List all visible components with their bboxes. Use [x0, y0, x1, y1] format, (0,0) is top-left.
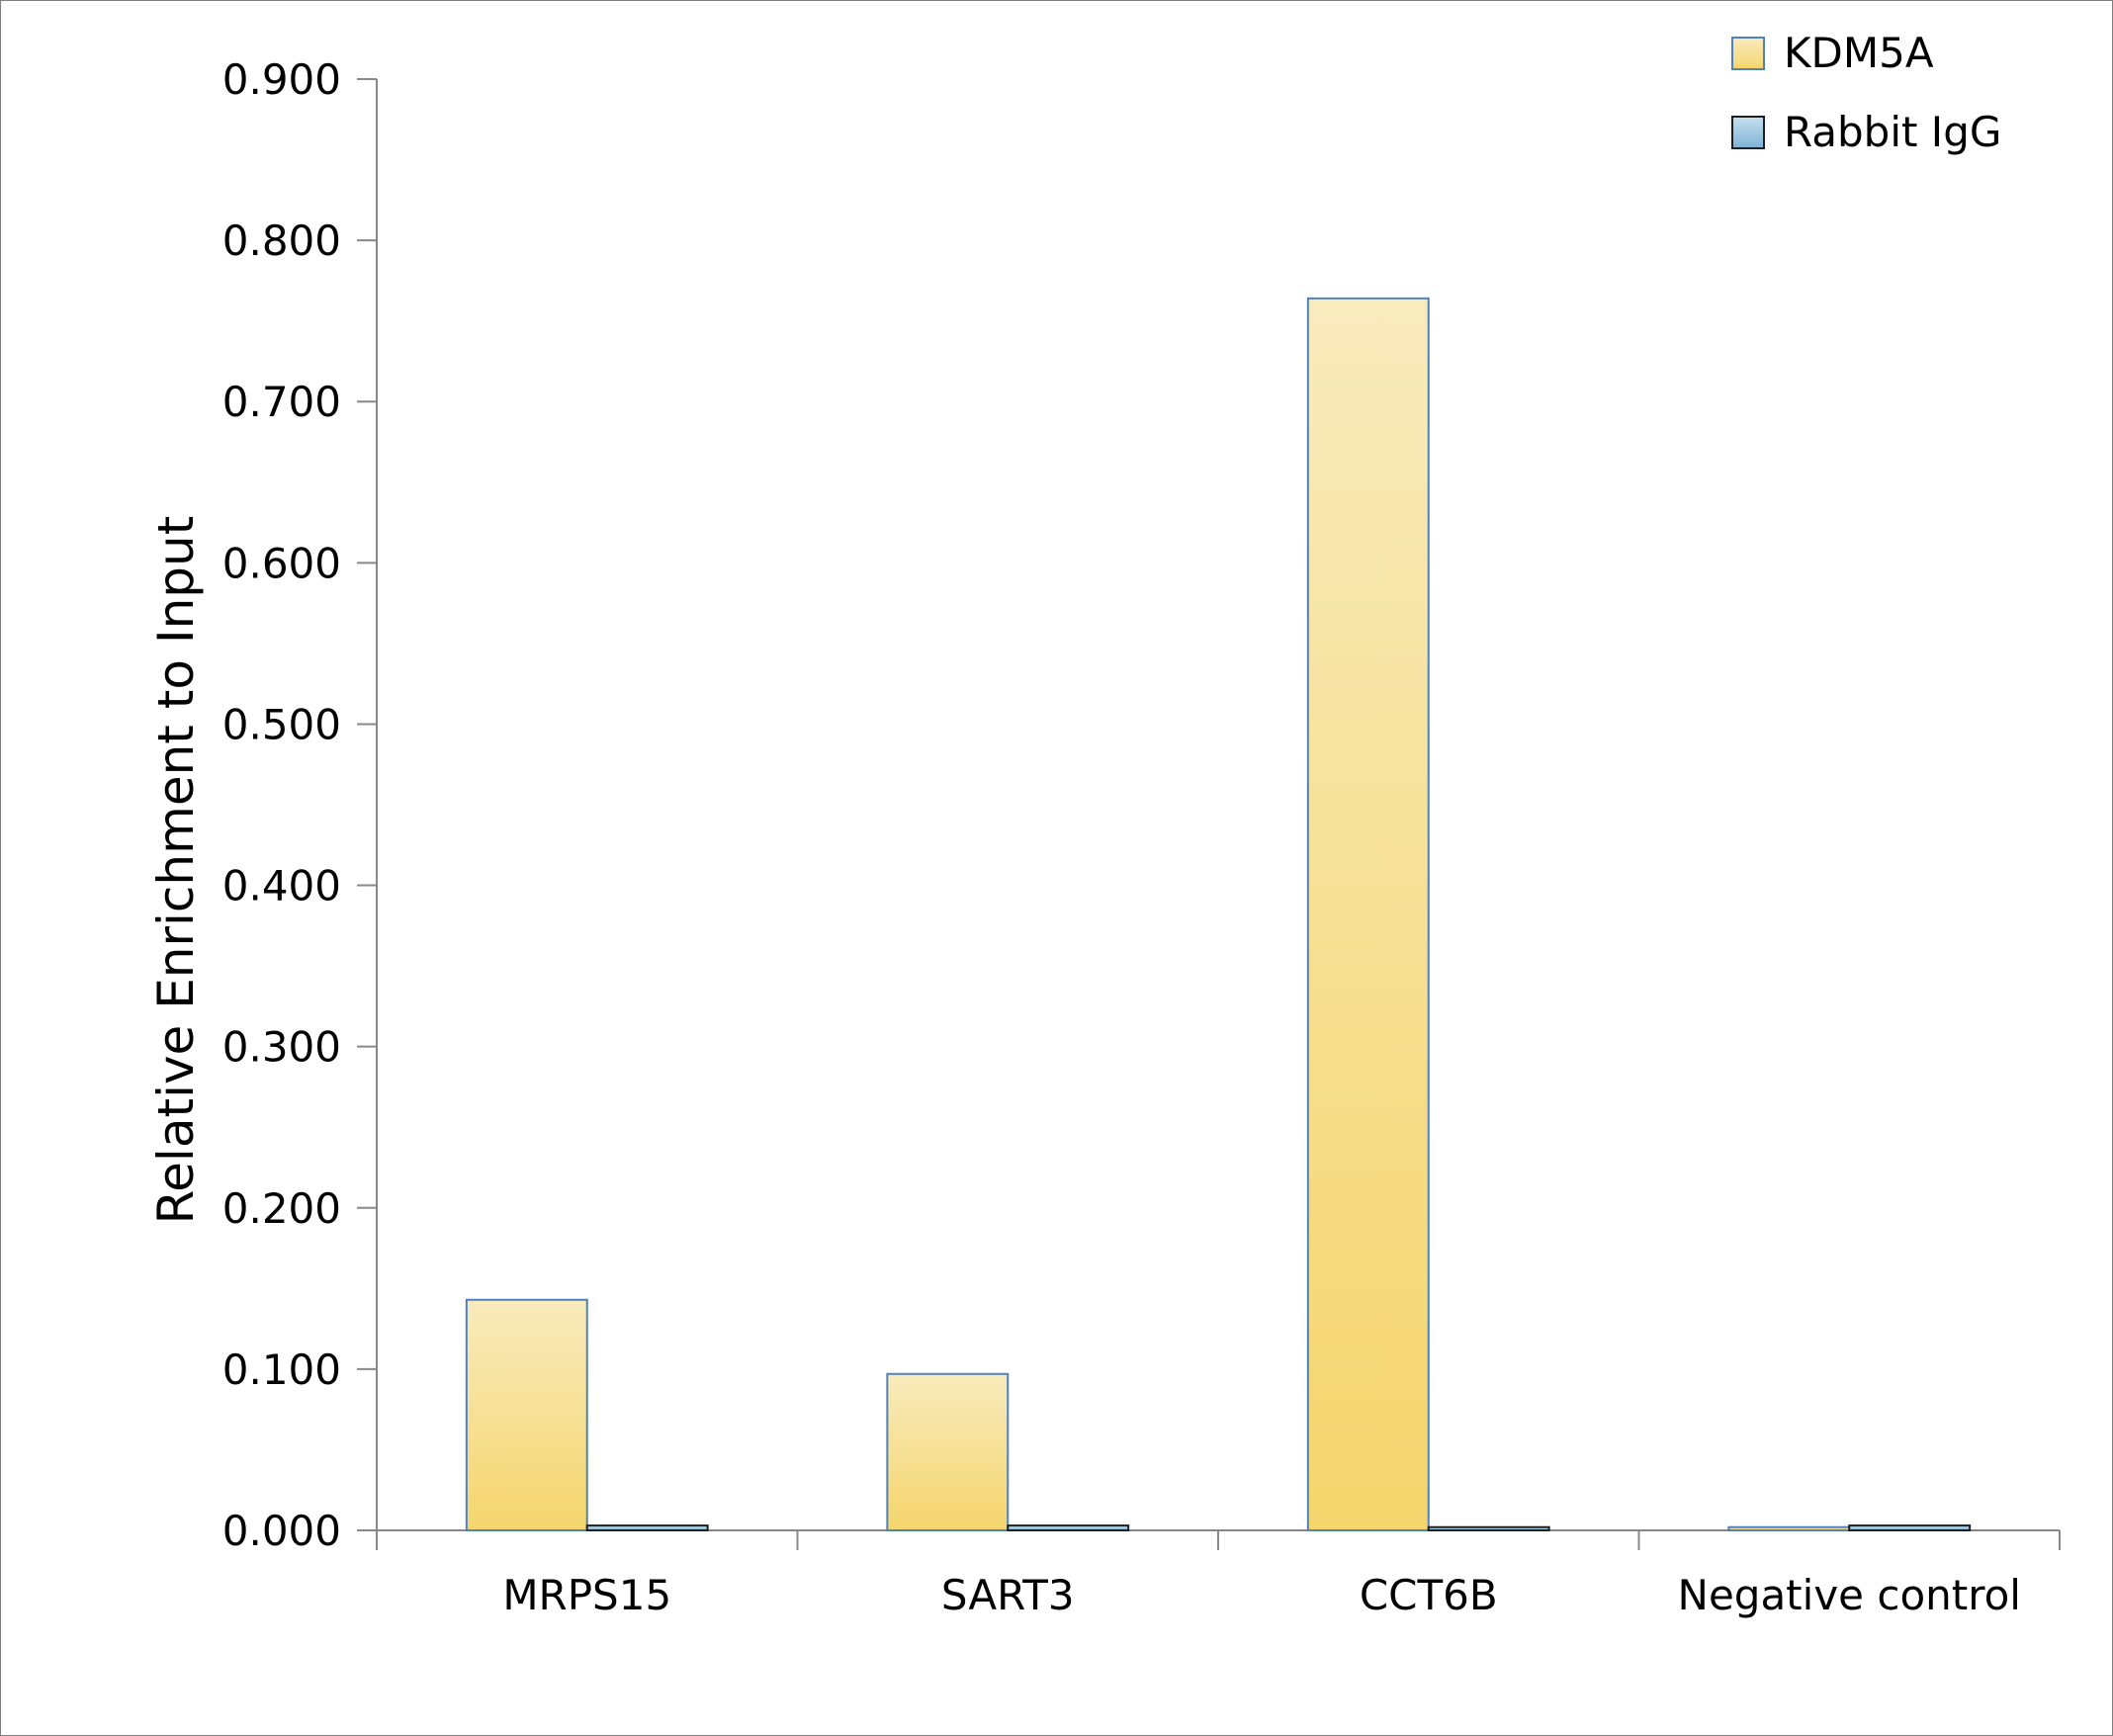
bar-rabbit-igg: [585, 1524, 709, 1532]
bar-kdm5a: [886, 1372, 1010, 1531]
y-tick-label: 0.600: [222, 539, 341, 587]
bar-kdm5a: [1727, 1525, 1851, 1532]
x-tick-label: SART3: [941, 1571, 1075, 1619]
y-tick-label: 0.700: [222, 378, 341, 426]
bar-kdm5a: [1306, 297, 1430, 1532]
y-tick-label: 0.100: [222, 1345, 341, 1394]
x-tick-label: MRPS15: [502, 1571, 671, 1619]
x-tick-label: Negative control: [1678, 1571, 2021, 1619]
y-tick-label: 0.000: [222, 1507, 341, 1555]
legend-swatch-kdm5a: [1731, 37, 1765, 70]
y-tick-label: 0.200: [222, 1184, 341, 1233]
x-axis: MRPS15 SART3 CCT6B Negative control: [376, 1529, 2061, 1619]
bar-kdm5a: [465, 1298, 588, 1531]
legend-label-kdm5a: KDM5A: [1784, 29, 1934, 77]
x-tick-label: CCT6B: [1360, 1571, 1498, 1619]
y-axis-title: Relative Enrichment to Input: [147, 516, 205, 1225]
bars: [465, 297, 1972, 1532]
y-tick-label: 0.300: [222, 1023, 341, 1072]
y-tick-label: 0.900: [222, 55, 341, 104]
legend: KDM5A Rabbit IgG: [1731, 29, 2001, 156]
y-tick-label: 0.500: [222, 700, 341, 748]
y-tick-label: 0.400: [222, 862, 341, 911]
bar-rabbit-igg: [1007, 1524, 1130, 1532]
bar-rabbit-igg: [1848, 1524, 1972, 1532]
legend-swatch-rabbit-igg: [1731, 116, 1765, 149]
y-axis: 0.000 0.100 0.200 0.300 0.400 0.500 0.600 0.700…: [222, 55, 378, 1555]
bar-rabbit-igg: [1427, 1525, 1550, 1532]
legend-label-rabbit-igg: Rabbit IgG: [1784, 108, 2001, 156]
y-tick-label: 0.800: [222, 217, 341, 265]
